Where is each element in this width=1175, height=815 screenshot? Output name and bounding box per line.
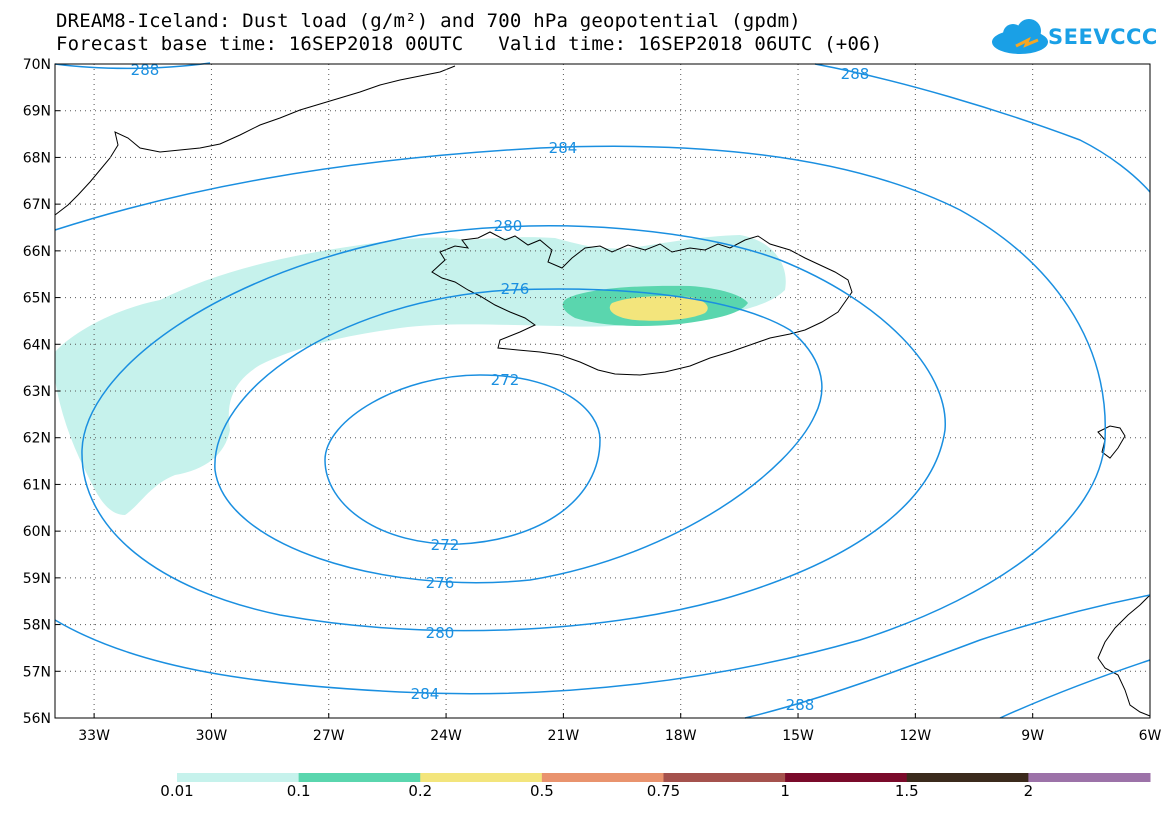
contour-label: 276 [501,280,530,298]
dust-area-low [55,235,786,515]
contour-label: 276 [426,574,455,592]
contour-label: 288 [786,696,815,714]
lat-tick-label: 57N [23,664,51,680]
greenland-coastline [54,65,456,216]
lon-tick-label: 21W [548,728,580,744]
scotland-coastline [1097,594,1151,717]
dust-area-high [609,296,708,321]
colorbar-label: 0.1 [286,782,311,800]
lon-tick-label: 27W [313,728,345,744]
lat-tick-label: 66N [23,244,51,260]
lon-tick-label: 9W [1021,728,1044,744]
colorbar-segment [420,773,543,782]
contour-284 [54,145,1106,695]
colorbar-label: 1 [780,782,790,800]
contour-label: 288 [131,61,160,79]
contour-label: 280 [426,624,455,642]
colorbar-label: 0.01 [160,782,194,800]
lon-tick-label: 30W [196,728,228,744]
contour-280 [81,225,946,632]
lon-tick-label: 24W [430,728,462,744]
contour-label: 272 [431,536,460,554]
map-title-line1: DREAM8-Iceland: Dust load (g/m²) and 700… [56,10,801,32]
lat-tick-label: 67N [23,197,51,213]
contour-label: 272 [491,371,520,389]
contour-276 [214,288,823,584]
colorbar-segment [1028,773,1151,782]
contour-288-right [814,63,1151,193]
colorbar-segment [663,773,786,782]
lon-tick-label: 33W [78,728,110,744]
colorbar-label: 0.2 [408,782,433,800]
faroe-coastline [1097,425,1126,459]
lat-tick-label: 62N [23,431,51,447]
colorbar-label: 2 [1023,782,1034,800]
lat-tick-label: 58N [23,618,51,634]
contour-label: 284 [549,139,578,157]
colorbar-segment [906,773,1029,782]
lat-tick-label: 56N [23,711,51,727]
colorbar-segment [177,773,300,782]
lon-tick-label: 15W [782,728,814,744]
lon-tick-label: 18W [665,728,697,744]
colorbar-segment [785,773,908,782]
iceland-coastline [431,231,853,376]
lat-tick-label: 70N [23,57,51,73]
contour-label: 280 [494,217,523,235]
lat-tick-label: 65N [23,291,51,307]
logo-text: SEEVCCC [1048,25,1158,49]
colorbar-label: 0.75 [646,782,681,800]
contour-label: 288 [841,65,870,83]
contour-288-corner [999,659,1151,719]
lat-tick-label: 61N [23,477,51,493]
lon-tick-label: 12W [900,728,932,744]
lat-tick-label: 63N [23,384,51,400]
cloud-icon [992,19,1048,54]
lon-tick-label: 6W [1139,728,1162,744]
colorbar-label: 1.5 [894,782,919,800]
lat-tick-label: 69N [23,104,51,120]
colorbar-segment [298,773,421,782]
contour-272 [324,374,601,545]
contour-288-top [54,62,211,70]
lat-tick-label: 60N [23,524,51,540]
colorbar-segment [541,773,664,782]
lat-tick-label: 59N [23,571,51,587]
lat-tick-label: 64N [23,337,51,353]
colorbar-label: 0.5 [529,782,554,800]
contour-288-bottom [744,594,1151,719]
lat-tick-label: 68N [23,150,51,166]
map-title-line2: Forecast base time: 16SEP2018 00UTC Vali… [56,33,883,55]
contour-label: 284 [411,685,440,703]
